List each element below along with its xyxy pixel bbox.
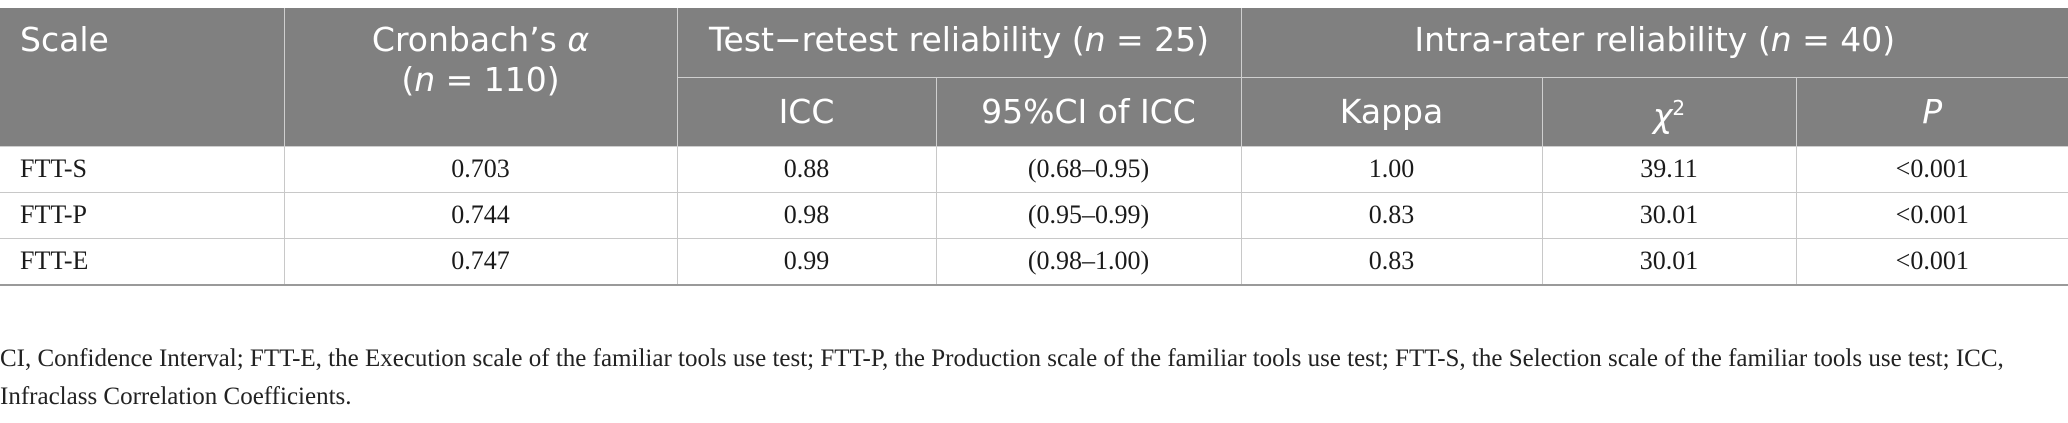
header-intra-rater-label: Intra-rater reliability ( [1414, 20, 1771, 59]
header-p-value: P [1796, 77, 2068, 147]
cell-alpha: 0.703 [284, 146, 678, 193]
cell-alpha: 0.747 [284, 238, 678, 286]
header-test-retest: Test−retest reliability (n = 25) [677, 8, 1242, 78]
header-scale-label: Scale [20, 20, 109, 59]
table-row: FTT-E 0.747 0.99 (0.98–1.00) 0.83 30.01 … [0, 238, 2068, 286]
header-scale: Scale [0, 8, 285, 147]
cell-p: <0.001 [1796, 192, 2068, 239]
cell-p: <0.001 [1796, 238, 2068, 286]
header-alpha-n-var: n [414, 60, 436, 99]
reliability-table-container: Scale Cronbach’s α (n = 110) Test−retest… [0, 8, 2068, 286]
header-row-1: Scale Cronbach’s α (n = 110) Test−retest… [0, 8, 2068, 147]
cell-icc: 0.98 [677, 192, 937, 239]
cell-ci: (0.98–1.00) [936, 238, 1242, 286]
cell-scale: FTT-E [0, 238, 285, 286]
header-test-retest-n-var: n [1084, 20, 1106, 59]
header-ci-icc-label: 95%CI of ICC [981, 91, 1196, 131]
header-icc: ICC [677, 77, 937, 147]
cell-p: <0.001 [1796, 146, 2068, 193]
header-intra-rater-n-var: n [1770, 20, 1792, 59]
cell-ci: (0.95–0.99) [936, 192, 1242, 239]
header-test-retest-n-rest: = 25) [1105, 20, 1210, 59]
cell-icc: 0.99 [677, 238, 937, 286]
table-body: FTT-S 0.703 0.88 (0.68–0.95) 1.00 39.11 … [0, 146, 2068, 286]
header-alpha-n-open: ( [401, 60, 415, 99]
header-alpha-symbol: α [567, 20, 590, 59]
table-row: FTT-S 0.703 0.88 (0.68–0.95) 1.00 39.11 … [0, 146, 2068, 193]
table-footnote: CI, Confidence Interval; FTT-E, the Exec… [0, 345, 2004, 410]
header-ci-icc: 95%CI of ICC [936, 77, 1242, 147]
header-cronbach-alpha: Cronbach’s α (n = 110) [284, 8, 678, 147]
cell-kappa: 0.83 [1241, 192, 1543, 239]
header-chi-symbol: χ [1652, 95, 1673, 135]
cell-scale: FTT-P [0, 192, 285, 239]
header-alpha-sample-size: (n = 110) [305, 60, 657, 100]
cell-kappa: 0.83 [1241, 238, 1543, 286]
header-chi-square: χ2 [1542, 77, 1797, 147]
header-intra-rater-n-rest: = 40) [1791, 20, 1896, 59]
cell-icc: 0.88 [677, 146, 937, 193]
header-chi-superscript: 2 [1672, 95, 1686, 120]
cell-ci: (0.68–0.95) [936, 146, 1242, 193]
cell-alpha: 0.744 [284, 192, 678, 239]
header-kappa-label: Kappa [1339, 91, 1444, 131]
header-p-label: P [1922, 91, 1943, 131]
cell-kappa: 1.00 [1241, 146, 1543, 193]
cell-chi2: 39.11 [1542, 146, 1797, 193]
header-icc-label: ICC [778, 91, 835, 131]
table-row: FTT-P 0.744 0.98 (0.95–0.99) 0.83 30.01 … [0, 192, 2068, 239]
header-test-retest-label: Test−retest reliability ( [708, 20, 1085, 59]
header-kappa: Kappa [1241, 77, 1543, 147]
cell-chi2: 30.01 [1542, 192, 1797, 239]
header-intra-rater: Intra-rater reliability (n = 40) [1241, 8, 2068, 78]
table-header: Scale Cronbach’s α (n = 110) Test−retest… [0, 8, 2068, 147]
reliability-table: Scale Cronbach’s α (n = 110) Test−retest… [0, 8, 2068, 286]
cell-chi2: 30.01 [1542, 238, 1797, 286]
header-alpha-label: Cronbach’s [371, 20, 568, 59]
cell-scale: FTT-S [0, 146, 285, 193]
header-alpha-n-rest: = 110) [435, 60, 560, 99]
header-row-2: ICC 95%CI of ICC Kappa χ2 P [0, 77, 2068, 147]
